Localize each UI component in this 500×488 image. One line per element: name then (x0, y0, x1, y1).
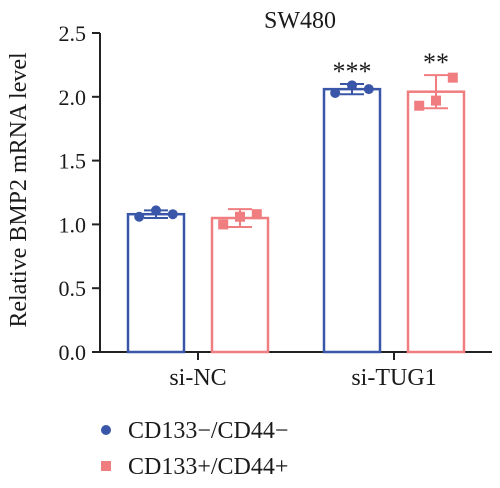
data-point (235, 211, 245, 222)
data-point (447, 72, 458, 83)
bar (126, 212, 186, 354)
bar (210, 216, 270, 354)
y-tick-label: 2.5 (59, 21, 87, 46)
y-tick-label: 2.0 (59, 85, 87, 110)
y-tick-label: 0.5 (59, 276, 87, 301)
data-point (151, 205, 161, 216)
x-tick-label: si-TUG1 (351, 365, 436, 391)
y-tick-label: 1.0 (59, 212, 87, 237)
bar (406, 90, 466, 354)
bars: *** ** (126, 48, 466, 354)
x-tick-label: si-NC (169, 365, 226, 391)
y-tick-label: 0.0 (59, 340, 87, 365)
legend-marker (101, 461, 111, 471)
chart-title: SW480 (264, 8, 336, 34)
legend-label: CD133−/CD44− (128, 418, 288, 444)
data-point (431, 95, 441, 106)
data-point (414, 100, 425, 111)
y-tick-label: 1.5 (59, 149, 87, 174)
data-point (134, 211, 145, 222)
legend: CD133−/CD44− CD133+/CD44+ (101, 418, 288, 480)
legend-marker (101, 425, 111, 435)
data-point (251, 209, 262, 220)
bar (322, 87, 382, 354)
axes: 0.0 0.5 1.0 1.5 2.0 2.5 si-NC si-TUG1 (59, 21, 492, 391)
data-point (330, 87, 341, 98)
significance-label: ** (423, 48, 449, 77)
significance-label: *** (333, 57, 372, 86)
y-axis-label: Relative BMP2 mRNA level (6, 52, 32, 328)
data-point (347, 80, 357, 91)
legend-label: CD133+/CD44+ (128, 454, 288, 480)
data-point (167, 209, 178, 220)
data-point (363, 84, 374, 95)
data-point (218, 219, 229, 230)
